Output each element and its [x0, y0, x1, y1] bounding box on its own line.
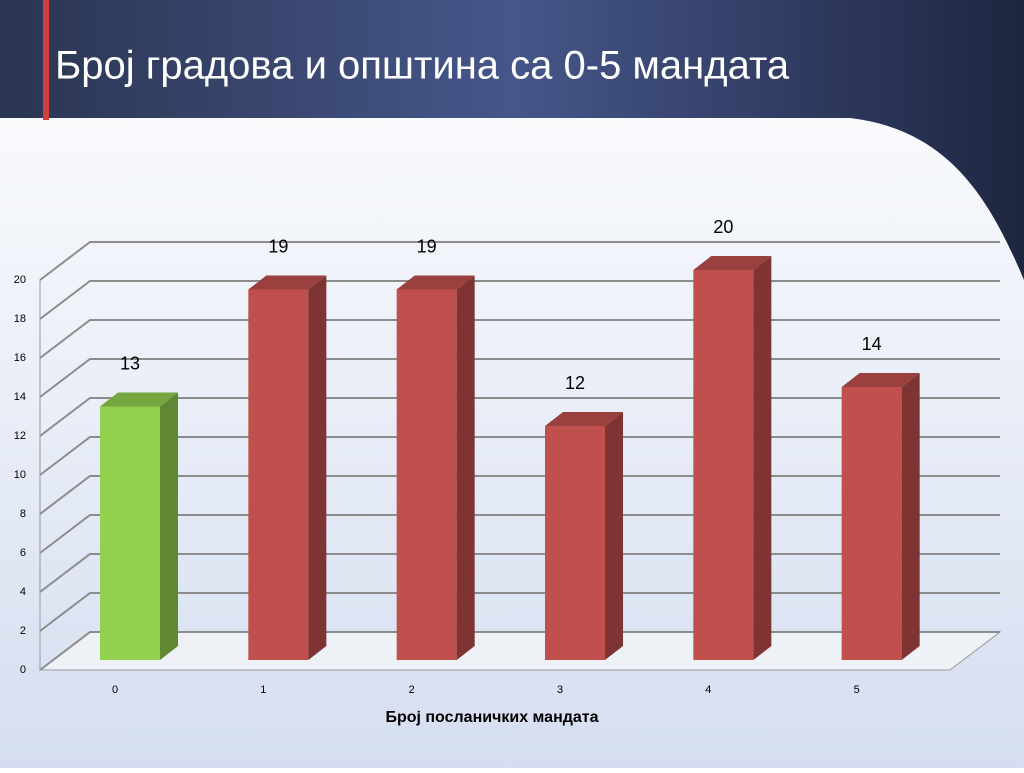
y-tick-label: 14: [14, 391, 26, 403]
accent-bar: [43, 0, 49, 120]
y-tick-label: 10: [14, 469, 26, 481]
x-tick-label: 2: [409, 684, 415, 696]
bar: [248, 289, 309, 660]
x-tick-label: 1: [260, 684, 266, 696]
y-tick-label: 20: [14, 274, 26, 286]
bar-top: [841, 373, 920, 387]
x-tick-label: 3: [557, 684, 563, 696]
data-label: 19: [417, 236, 437, 256]
data-label: 20: [713, 217, 733, 237]
y-tick-label: 0: [20, 664, 26, 676]
y-tick-label: 8: [20, 508, 26, 520]
x-tick-label: 5: [854, 684, 860, 696]
y-tick-label: 6: [20, 547, 26, 559]
x-axis-title: Број посланичких мандата: [385, 709, 598, 726]
plot: 0 2 4 6 8 10 12 14 16 18 20 13 0 19 1 19 2 12 3 20 4 14 5: [14, 217, 1002, 696]
grid-line: [39, 241, 1000, 281]
bar-side: [308, 275, 327, 660]
bar-side: [160, 392, 178, 660]
bar-side: [901, 373, 920, 660]
data-label: 19: [268, 236, 288, 256]
bar-side: [753, 256, 772, 660]
y-tick-label: 18: [14, 313, 26, 325]
bar-top: [396, 275, 475, 290]
bar: [396, 289, 457, 660]
header-photo: [0, 0, 1024, 280]
x-tick-label: 4: [705, 684, 711, 696]
bar-side: [456, 275, 475, 660]
bar-top: [693, 256, 772, 270]
slide-title: Број градова и општина са 0-5 мандата: [55, 44, 790, 88]
y-tick-label: 16: [14, 352, 26, 364]
bar: [545, 426, 605, 660]
x-tick-label: 0: [112, 684, 118, 696]
data-label: 13: [120, 353, 140, 373]
y-tick-label: 2: [20, 625, 26, 637]
data-label: 14: [862, 334, 882, 354]
bar-top: [248, 275, 327, 290]
y-tick-label: 12: [14, 430, 26, 442]
bar-top: [100, 392, 178, 407]
data-label: 12: [565, 373, 585, 393]
bar-top: [545, 412, 623, 426]
bar: [841, 387, 902, 660]
bar-side: [605, 412, 623, 660]
bar: [693, 270, 754, 660]
y-tick-label: 4: [20, 586, 26, 598]
bar: [100, 406, 160, 660]
